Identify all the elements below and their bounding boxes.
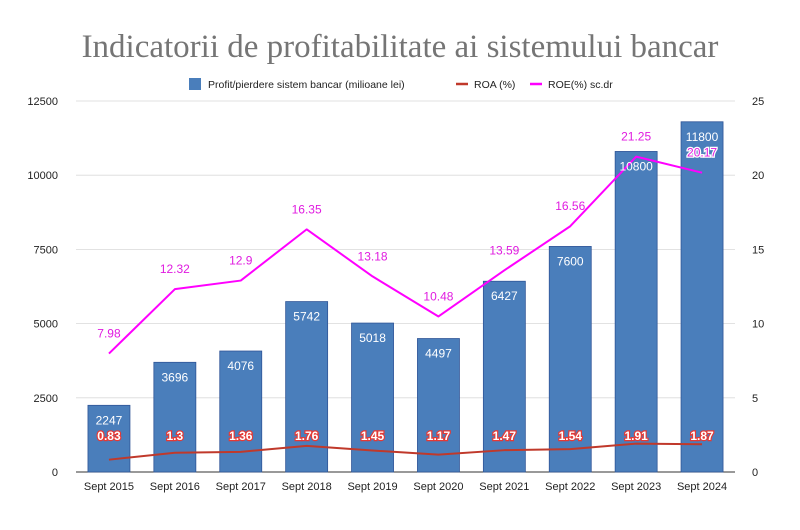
bar-value-label: 4497 [425, 347, 452, 361]
bar-value-label: 5018 [359, 331, 386, 345]
bar-value-label: 3696 [161, 370, 188, 384]
bar [614, 151, 658, 473]
y-right-tick-label: 0 [752, 467, 758, 479]
bar-value-label: 4076 [227, 359, 254, 373]
roe-line [108, 155, 703, 355]
y-right-tick-label: 20 [752, 170, 764, 182]
y-axis-left: 0 2500 5000 7500 10000 12500 [27, 96, 58, 479]
roe-value-label: 13.18 [358, 249, 388, 263]
bar-value-label: 7600 [557, 254, 584, 268]
roe-value-label: 12.9 [229, 254, 253, 268]
roa-value-label: 1.54 [559, 429, 583, 443]
x-tick-label: Sept 2016 [150, 481, 200, 493]
x-tick-label: Sept 2024 [677, 481, 727, 493]
bar-value-label: 10800 [619, 159, 653, 173]
data-labels: 2247 3696 4076 5742 5018 4497 6427 7600 10800 118… [96, 130, 719, 445]
x-tick-label: Sept 2023 [611, 481, 661, 493]
y-right-tick-label: 5 [752, 393, 758, 405]
roa-value-label: 1.45 [361, 429, 385, 443]
chart-title: Indicatorii de profitabilitate ai sistem… [82, 29, 719, 65]
roe-value-label: 13.59 [489, 243, 519, 257]
bar [417, 338, 460, 473]
y-right-tick-label: 10 [752, 319, 764, 331]
legend-label-bar: Profit/pierdere sistem bancar (milioane … [208, 79, 405, 91]
roe-value-label: 12.32 [160, 262, 190, 276]
bar [482, 280, 526, 473]
legend: Profit/pierdere sistem bancar (milioane … [189, 78, 613, 91]
roe-value-label: 7.98 [97, 327, 121, 341]
roa-value-label: 1.76 [295, 429, 319, 443]
roa-line [108, 442, 703, 461]
bar [351, 322, 394, 473]
y-right-tick-label: 25 [752, 96, 764, 108]
y-right-tick-label: 15 [752, 244, 764, 256]
y-axis-right: 0 5 10 15 20 25 [752, 96, 764, 479]
x-tick-label: Sept 2018 [282, 481, 332, 493]
roa-value-label: 1.47 [493, 429, 517, 443]
y-left-tick-label: 5000 [34, 319, 58, 331]
x-tick-label: Sept 2019 [347, 481, 397, 493]
bar-value-label: 5742 [293, 310, 320, 324]
legend-label-roa: ROA (%) [474, 79, 515, 91]
roa-value-label: 1.36 [229, 429, 253, 443]
bar [548, 246, 592, 473]
roe-value-label: 10.48 [423, 289, 453, 303]
bar-value-label: 6427 [491, 289, 518, 303]
line-series [108, 155, 703, 461]
roe-value-label: 21.25 [621, 130, 651, 144]
roe-value-label: 16.56 [555, 199, 585, 213]
bar [87, 404, 131, 473]
legend-swatch-bar [189, 78, 201, 90]
bar [680, 121, 724, 473]
roa-value-label: 0.83 [97, 429, 121, 443]
x-axis: Sept 2015 Sept 2016 Sept 2017 Sept 2018 Sept… [84, 481, 727, 493]
roa-value-label: 1.91 [624, 429, 648, 443]
x-tick-label: Sept 2015 [84, 481, 134, 493]
x-tick-label: Sept 2017 [216, 481, 266, 493]
x-tick-label: Sept 2022 [545, 481, 595, 493]
y-left-tick-label: 12500 [27, 96, 58, 108]
y-left-tick-label: 10000 [27, 170, 58, 182]
bar-value-label: 2247 [96, 413, 123, 427]
roe-value-label: 16.35 [292, 202, 322, 216]
roa-value-label: 1.17 [427, 429, 451, 443]
y-left-tick-label: 2500 [34, 393, 58, 405]
y-left-tick-label: 7500 [34, 244, 58, 256]
bar-value-label: 11800 [686, 130, 719, 144]
roa-value-label: 1.87 [690, 429, 714, 443]
x-tick-label: Sept 2021 [479, 481, 529, 493]
x-tick-label: Sept 2020 [413, 481, 463, 493]
legend-label-roe: ROE(%) sc.dr [548, 79, 613, 91]
roe-value-label: 20.17 [687, 146, 717, 160]
bar [285, 301, 329, 473]
y-left-tick-label: 0 [52, 467, 58, 479]
roa-value-label: 1.3 [167, 429, 184, 443]
